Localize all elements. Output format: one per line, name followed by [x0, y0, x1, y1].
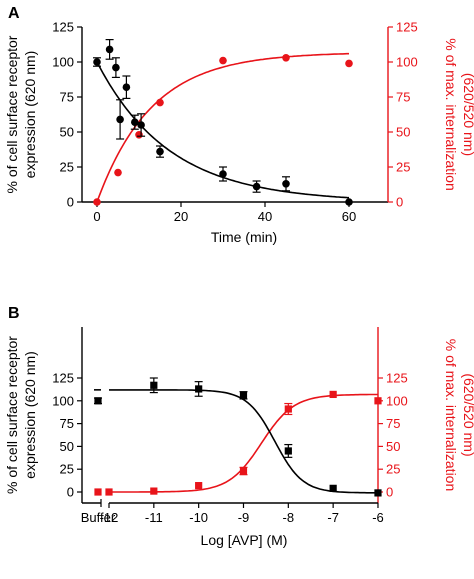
panel-b-red-point — [195, 482, 203, 490]
panel-a-black-point — [116, 115, 124, 124]
panel-a-black-point — [122, 83, 131, 91]
panel-a-ylabel-line1: % of cell surface receptor — [4, 35, 20, 193]
panel-b-ytick-label: 25 — [60, 462, 74, 477]
panel-b-y2tick-label: 125 — [386, 371, 408, 386]
panel-a-xlabel: Time (min) — [211, 229, 277, 245]
panel-b-xtick-label: -6 — [372, 510, 384, 525]
panel-a-red-point — [219, 56, 227, 65]
panel-b-black-fit-curve — [109, 389, 378, 494]
panel-b-black-buffer-point — [94, 397, 102, 405]
panel-a-red-point — [156, 98, 164, 107]
panel-b-xtick-label: -10 — [189, 510, 208, 525]
panel-a-black-point — [131, 118, 139, 126]
panel-a-black-point — [252, 182, 261, 191]
panel-a-xtick-label: 0 — [93, 209, 100, 224]
panel-b-black-point — [374, 489, 382, 497]
panel-a-red-point — [114, 168, 122, 177]
panel-a-black-point — [93, 58, 101, 66]
panel-b-ylabel-line2: expression (620 nm) — [22, 351, 38, 479]
panel-a-xtick-label: 40 — [258, 209, 272, 224]
panel-b-ytick-label: 125 — [52, 371, 74, 386]
panel-a-letter: A — [8, 5, 20, 22]
panel-a-black-point — [137, 121, 145, 129]
panel-a-xtick-label: 60 — [342, 209, 356, 224]
panel-b-red-point — [150, 487, 158, 495]
panel-a-ytick-label: 75 — [60, 90, 74, 105]
panel-b-red-point — [105, 488, 113, 496]
panel-a-y2tick-label: 0 — [396, 195, 403, 210]
panel-a-ytick-label: 0 — [67, 195, 74, 210]
panel-b-xlabel: Log [AVP] (M) — [201, 532, 288, 548]
panel-a-black-point — [219, 170, 227, 178]
panel-b-y2tick-label: 75 — [386, 416, 400, 431]
panel-b-xtick-label: -8 — [283, 510, 295, 525]
panel-b-y2tick-label: 0 — [386, 485, 393, 500]
panel-b-red-point — [329, 390, 337, 399]
panel-a-ytick-label: 125 — [52, 20, 74, 35]
panel-a-y2tick-label: 125 — [396, 20, 418, 35]
panel-a-red-point — [93, 198, 101, 206]
panel-b-xtick-label: -9 — [238, 510, 250, 525]
panel-a-black-point — [112, 63, 120, 72]
panel-b-xtick-label: -12 — [100, 510, 119, 525]
panel-b-letter: B — [8, 305, 20, 322]
panel-a-black-point — [156, 147, 164, 156]
panel-b-black-point — [150, 381, 158, 389]
panel-a-black-point — [282, 180, 290, 188]
panel-b-y2tick-label: 25 — [386, 462, 400, 477]
panel-a-ylabel-line2: expression (620 nm) — [22, 51, 38, 179]
panel-b-xtick-label: -7 — [327, 510, 339, 525]
panel-b-red-point — [284, 405, 292, 413]
panel-a-y2label-line1: % of max. internalization — [443, 38, 459, 191]
panel-b-black-point — [284, 447, 292, 455]
panel-b-ytick-label: 100 — [52, 393, 74, 408]
panel-a-xtick-label: 20 — [174, 209, 188, 224]
panel-a-red-point — [282, 54, 290, 62]
panel-a-red-point — [345, 59, 353, 68]
panel-a-red-fit-curve — [96, 52, 349, 203]
panel-b-black-point — [329, 484, 337, 492]
panel-a-y2tick-label: 50 — [396, 125, 410, 140]
panel-b-ylabel-line1: % of cell surface receptor — [4, 336, 20, 494]
panel-a-ytick-label: 50 — [60, 125, 74, 140]
panel-b-black-point — [195, 385, 203, 393]
panel-b-buffer-label: Buffer — [81, 510, 116, 525]
panel-b-xtick-label: -11 — [145, 510, 163, 525]
panel-a-ytick-label: 100 — [52, 55, 74, 70]
panel-a-y2label-line2: (620/520 nm) — [461, 73, 474, 156]
panel-b-y2label-line1: % of max. internalization — [443, 339, 459, 492]
panel-b-red-point — [374, 397, 382, 405]
panel-a-y2tick-label: 25 — [396, 160, 410, 175]
panel-b-red-point — [239, 467, 248, 475]
panel-b-y2tick-label: 50 — [386, 439, 400, 454]
panel-b-red-buffer-point — [94, 488, 102, 496]
panel-a-ytick-label: 25 — [60, 160, 74, 175]
panel-b-y2tick-label: 100 — [386, 393, 408, 408]
panel-b-ytick-label: 50 — [60, 439, 74, 454]
panel-b-black-point — [239, 391, 248, 399]
panel-b-y2label-line2: (620/520 nm) — [461, 373, 474, 456]
panel-b-red-fit-curve — [109, 393, 378, 493]
panel-a-y2tick-label: 100 — [396, 55, 418, 70]
panel-a-black-point — [345, 198, 353, 206]
panel-b-ytick-label: 75 — [60, 416, 74, 431]
panel-a-y2tick-label: 75 — [396, 90, 410, 105]
panel-a-black-point — [105, 45, 114, 54]
panel-b-ytick-label: 0 — [67, 485, 74, 500]
